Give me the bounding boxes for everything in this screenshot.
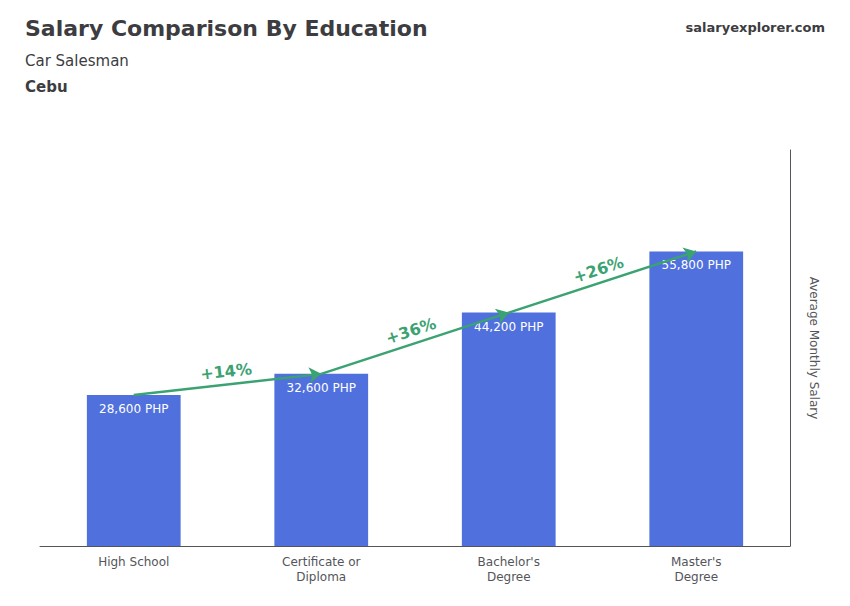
svg-text:High School: High School — [98, 555, 169, 569]
svg-text:55,800 PHP: 55,800 PHP — [661, 258, 731, 273]
svg-text:Diploma: Diploma — [296, 570, 346, 584]
svg-text:Bachelor's: Bachelor's — [478, 555, 540, 569]
svg-text:Car Salesman: Car Salesman — [25, 52, 129, 70]
svg-text:32,600 PHP: 32,600 PHP — [287, 381, 356, 395]
svg-text:Master's: Master's — [671, 555, 722, 569]
svg-text:+14%: +14% — [199, 359, 253, 384]
svg-text:44,200 PHP: 44,200 PHP — [474, 319, 544, 334]
svg-text:+36%: +36% — [383, 314, 438, 348]
svg-text:salaryexplorer.com: salaryexplorer.com — [686, 20, 825, 35]
svg-text:+26%: +26% — [571, 253, 626, 287]
svg-text:Degree: Degree — [674, 570, 718, 584]
svg-text:Cebu: Cebu — [25, 78, 68, 96]
svg-text:Degree: Degree — [487, 570, 531, 584]
svg-text:Certificate or: Certificate or — [282, 555, 360, 569]
svg-text:28,600 PHP: 28,600 PHP — [99, 402, 168, 416]
svg-text:Average Monthly Salary: Average Monthly Salary — [807, 277, 821, 420]
svg-text:Salary Comparison By Education: Salary Comparison By Education — [25, 16, 428, 41]
